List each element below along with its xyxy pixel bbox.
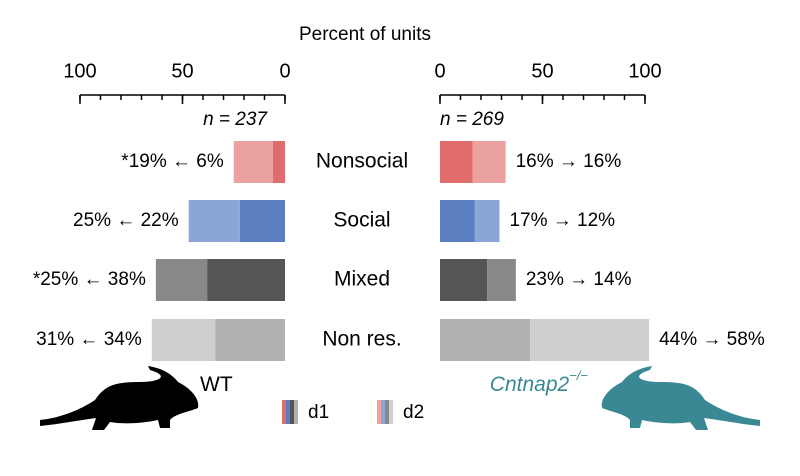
legend-swatch [294, 400, 298, 424]
legend-label: d2 [403, 402, 424, 423]
n-label: n = 237 [203, 109, 268, 130]
bar-segment [530, 319, 650, 361]
bar-annotation: 23% → 14% [526, 269, 632, 290]
bar-segment [151, 319, 216, 361]
category-label: Social [333, 209, 390, 232]
legend-swatch [377, 400, 381, 424]
category-label: Non res. [322, 328, 401, 351]
legend-swatch [385, 400, 389, 424]
x-tick-label: 0 [434, 60, 445, 82]
bar-annotation: 25% ← 22% [73, 210, 179, 231]
x-tick-label: 100 [63, 60, 96, 82]
x-tick-label: 50 [171, 60, 193, 82]
category-label: Mixed [334, 268, 390, 291]
bar-segment [472, 141, 506, 183]
group-name-sup: −/− [569, 368, 588, 383]
group-label: WT [200, 373, 233, 396]
bar-segment [440, 319, 531, 361]
bar-segment [233, 141, 273, 183]
n-label: n = 269 [440, 109, 504, 130]
group-label: Cntnap2−/− [490, 368, 589, 395]
x-tick-label: 100 [628, 60, 661, 82]
group-name: WT [200, 373, 233, 396]
bar-segment [207, 259, 285, 301]
bar-segment [188, 200, 240, 242]
bar-segment [272, 141, 285, 183]
bar-segment [487, 259, 516, 301]
bar-segment [239, 200, 285, 242]
bar-annotation: *25% ← 38% [33, 269, 146, 290]
x-tick-label: 50 [531, 60, 553, 82]
group-name: Cntnap2 [490, 373, 570, 396]
legend-swatch [286, 400, 290, 424]
legend-swatch [389, 400, 393, 424]
category-label: Nonsocial [316, 150, 408, 173]
bar-annotation: 44% → 58% [659, 329, 765, 350]
legend-label: d1 [308, 402, 329, 423]
bar-annotation: 17% → 12% [509, 210, 615, 231]
bar-annotation: 31% ← 34% [36, 329, 142, 350]
bar-segment [440, 259, 488, 301]
legend-swatch [282, 400, 286, 424]
ko-mouse [601, 366, 760, 430]
bar-segment [440, 141, 473, 183]
wt-mouse [40, 366, 199, 430]
legend-swatch [381, 400, 385, 424]
bar-annotation: *19% ← 6% [121, 151, 224, 172]
bar-segment [474, 200, 500, 242]
x-tick-label: 0 [279, 60, 290, 82]
bar-segment [215, 319, 285, 361]
legend-swatch [290, 400, 294, 424]
bar-segment [440, 200, 475, 242]
bar-annotation: 16% → 16% [516, 151, 622, 172]
x-axis-label: Percent of units [299, 24, 431, 45]
bar-segment [155, 259, 208, 301]
